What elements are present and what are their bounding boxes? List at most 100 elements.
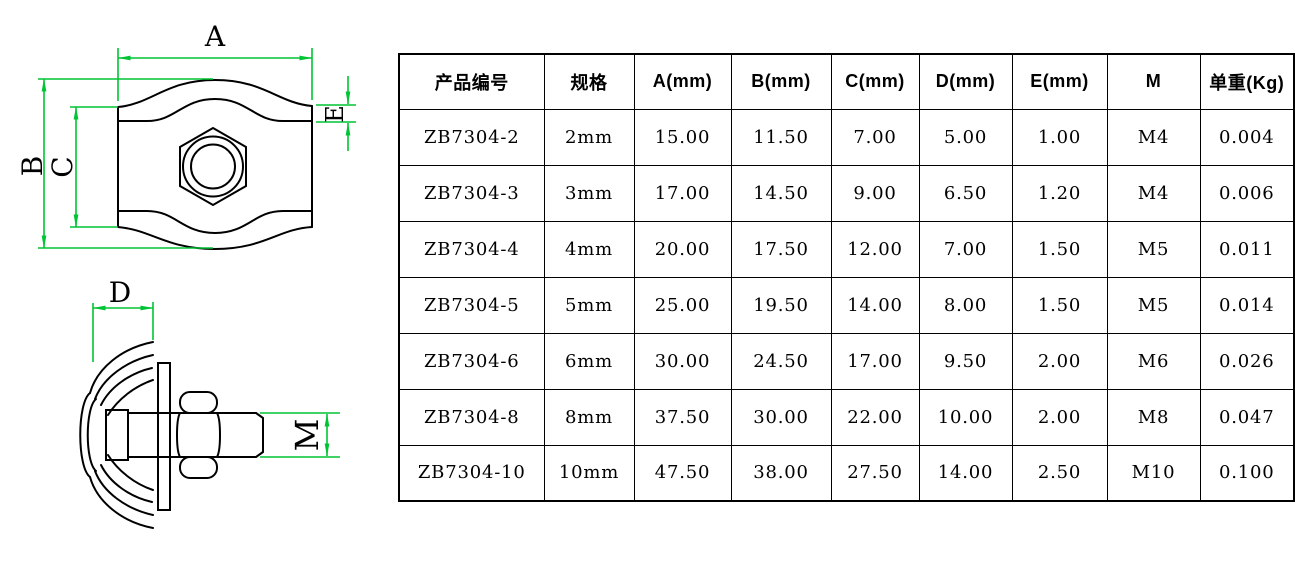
column-header-b: B(mm) [730,53,832,110]
table-cell: 14.00 [830,276,920,334]
table-cell: M6 [1106,332,1201,390]
top-view-drawing [117,78,313,251]
saddle-flare-top-2 [94,354,154,400]
table-cell: 0.047 [1199,388,1295,446]
side-view-dimensions [92,302,340,458]
table-cell: 1.00 [1011,108,1108,166]
table-cell: ZB7304-5 [398,276,545,334]
table-cell: 17.00 [830,332,920,390]
table-cell: 0.006 [1199,164,1295,222]
nut-bottom-lobe [179,456,218,479]
table-cell: 1.50 [1011,220,1108,278]
table-cell: 2mm [543,108,635,166]
dim-label-m: M [288,419,326,452]
hex-nut-outline [179,126,247,207]
table-cell: 10mm [543,444,635,502]
table-cell: 0.014 [1199,276,1295,334]
table-cell: 1.50 [1011,276,1108,334]
saddle-flare-top-4 [107,379,154,416]
table-cell: M10 [1106,444,1201,502]
nut-barrel-left [176,412,181,458]
table-cell: M5 [1106,220,1201,278]
table-row: ZB7304-4 4mm 20.00 17.50 12.00 7.00 1.50 M5 0.01… [398,220,1295,278]
saddle-flare-bottom-3 [100,464,153,503]
column-header-e: E(mm) [1011,53,1108,110]
table-cell: 27.50 [830,444,920,502]
table-cell: ZB7304-10 [398,444,545,502]
table-cell: 20.00 [633,220,732,278]
table-cell: 2.50 [1011,444,1108,502]
dim-label-c: C [46,156,79,177]
clip-body-inner-top-edge [117,97,313,122]
table-cell: M4 [1106,164,1201,222]
table-cell: 9.00 [830,164,920,222]
table-cell: 2.00 [1011,332,1108,390]
bolt-tip-chamfer-top [255,412,264,419]
spec-table: 产品编号 规格 A(mm) B(mm) C(mm) D(mm) E(mm) M … [398,53,1295,502]
table-cell: ZB7304-3 [398,164,545,222]
saddle-flare-bottom-4 [107,454,154,491]
table-cell: M5 [1106,276,1201,334]
column-header-product-code: 产品编号 [398,53,545,110]
table-cell: 14.00 [918,444,1013,502]
column-header-c: C(mm) [830,53,920,110]
table-cell: 10.00 [918,388,1013,446]
table-cell: 0.100 [1199,444,1295,502]
table-cell: 17.50 [730,220,832,278]
table-cell: ZB7304-8 [398,388,545,446]
bolt-hole-circle [190,143,236,190]
table-cell: 5mm [543,276,635,334]
table-cell: 15.00 [633,108,732,166]
table-cell: 6mm [543,332,635,390]
bolt-head [105,409,129,461]
dim-label-b: B [16,156,49,177]
side-view-drawing [79,341,264,529]
table-cell: M4 [1106,108,1201,166]
clip-body-inner-bottom-edge [117,210,313,235]
table-cell: 38.00 [730,444,832,502]
table-row: ZB7304-10 10mm 47.50 38.00 27.50 14.00 2.50 M10… [398,444,1295,502]
table-cell: 7.00 [830,108,920,166]
washer [157,362,171,511]
bolt-tip-chamfer-bottom [255,451,264,458]
table-cell: ZB7304-2 [398,108,545,166]
table-cell: 0.004 [1199,108,1295,166]
table-cell: 8mm [543,388,635,446]
clip-body-outer-bottom-edge [117,226,313,251]
dim-label-e: E [321,105,349,123]
column-header-m: M [1106,53,1201,110]
table-cell: 22.00 [830,388,920,446]
column-header-unit-weight: 单重(Kg) [1199,53,1295,110]
table-cell: 0.026 [1199,332,1295,390]
table-cell: 1.20 [1011,164,1108,222]
table-row: ZB7304-6 6mm 30.00 24.50 17.00 9.50 2.00 M6 0.02… [398,332,1295,390]
table-row: ZB7304-5 5mm 25.00 19.50 14.00 8.00 1.50 M5 0.01… [398,276,1295,334]
nut-top-lobe [179,391,218,414]
dim-label-d: D [109,276,131,309]
table-cell: M8 [1106,388,1201,446]
table-cell: 3mm [543,164,635,222]
table-cell: 19.50 [730,276,832,334]
table-cell: 30.00 [633,332,732,390]
saddle-flare-top-3 [100,367,153,406]
table-cell: 17.00 [633,164,732,222]
column-header-d: D(mm) [918,53,1013,110]
header-row: 产品编号 规格 A(mm) B(mm) C(mm) D(mm) E(mm) M … [398,53,1295,110]
table-cell: 37.50 [633,388,732,446]
saddle-flare-top-1 [89,341,154,394]
table-cell: 14.50 [730,164,832,222]
spec-table-body: ZB7304-2 2mm 15.00 11.50 7.00 5.00 1.00 M4 0.004… [398,108,1295,502]
table-cell: 30.00 [730,388,832,446]
table-cell: 47.50 [633,444,732,502]
table-cell: 8.00 [918,276,1013,334]
table-cell: 2.00 [1011,388,1108,446]
saddle-flare-bottom-2 [94,470,154,516]
table-row: ZB7304-8 8mm 37.50 30.00 22.00 10.00 2.00 M8 0.0… [398,388,1295,446]
saddle-left-cap-outer [79,392,91,478]
table-cell: 12.00 [830,220,920,278]
table-cell: ZB7304-4 [398,220,545,278]
table-cell: 11.50 [730,108,832,166]
table-cell: ZB7304-6 [398,332,545,390]
nut-barrel-right [216,412,221,458]
